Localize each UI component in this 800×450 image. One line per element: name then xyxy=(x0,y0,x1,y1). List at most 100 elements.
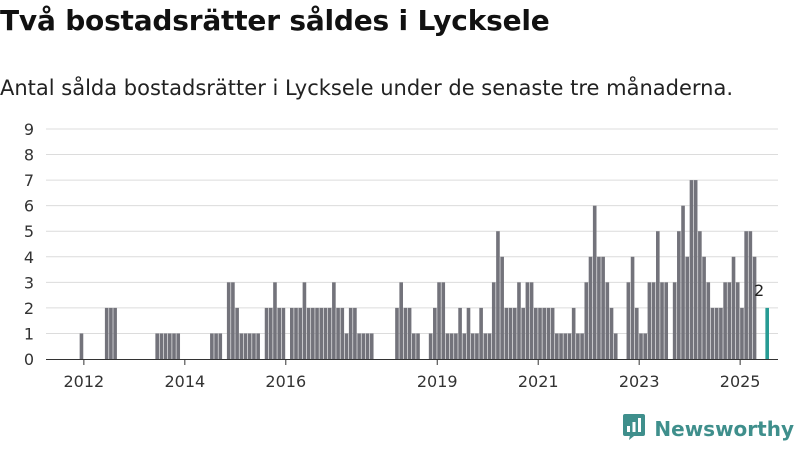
chart-subtitle: Antal sålda bostadsrätter i Lycksele und… xyxy=(0,76,733,100)
bar xyxy=(256,333,260,359)
y-tick-label: 4 xyxy=(24,248,34,267)
bar xyxy=(546,307,551,359)
bar xyxy=(264,307,269,359)
bar xyxy=(643,333,647,359)
bar xyxy=(571,307,576,359)
bar xyxy=(521,307,525,359)
bar xyxy=(550,307,555,359)
bar xyxy=(542,307,547,359)
bar xyxy=(592,205,597,359)
bar xyxy=(113,307,117,359)
bar xyxy=(268,307,273,359)
data-label: 2 xyxy=(754,281,764,300)
bar xyxy=(517,282,521,359)
bar xyxy=(369,333,374,359)
bar xyxy=(357,333,361,359)
bar xyxy=(681,205,685,359)
bar xyxy=(239,333,244,359)
bar xyxy=(226,282,231,359)
bar xyxy=(298,307,303,359)
bar xyxy=(685,256,690,359)
bar xyxy=(483,333,488,359)
bar xyxy=(104,307,109,359)
bar xyxy=(626,282,631,359)
bar xyxy=(365,333,370,359)
bar xyxy=(613,333,618,359)
bar xyxy=(748,231,753,359)
bar xyxy=(336,307,340,359)
y-tick-label: 0 xyxy=(24,350,34,369)
bar xyxy=(332,282,336,359)
gridlines xyxy=(46,128,778,334)
bar xyxy=(651,282,656,359)
bar xyxy=(399,282,403,359)
bar xyxy=(407,307,412,359)
bar xyxy=(327,307,332,359)
bar xyxy=(702,256,706,359)
bar xyxy=(315,307,319,359)
bar xyxy=(445,333,450,359)
bar xyxy=(302,282,307,359)
x-tick-label: 2012 xyxy=(64,372,105,391)
bar xyxy=(727,282,732,359)
bar xyxy=(512,307,517,359)
bar xyxy=(487,333,492,359)
bar xyxy=(159,333,164,359)
bar xyxy=(294,307,298,359)
x-tick-label: 2014 xyxy=(164,372,205,391)
bar xyxy=(449,333,454,359)
bar xyxy=(672,282,677,359)
bar xyxy=(281,307,286,359)
y-tick-label: 9 xyxy=(24,120,34,139)
bar xyxy=(290,307,294,359)
bar xyxy=(109,307,113,359)
bar xyxy=(529,282,534,359)
bar xyxy=(719,307,723,359)
bar xyxy=(214,333,218,359)
bar xyxy=(433,307,437,359)
axes: 0 1 2 3 4 5 6 7 8 9 2012 2014 2016 2019 2021 2023 2025 xyxy=(24,120,778,391)
bar xyxy=(235,307,239,359)
bar xyxy=(735,282,740,359)
bar xyxy=(163,333,168,359)
x-tick-label: 2021 xyxy=(518,372,559,391)
bar xyxy=(639,333,643,359)
bar xyxy=(344,333,349,359)
bar xyxy=(273,282,277,359)
bar xyxy=(218,333,223,359)
bar xyxy=(698,231,702,359)
bar xyxy=(252,333,256,359)
bar xyxy=(496,231,500,359)
bar xyxy=(466,307,471,359)
x-tick-label: 2025 xyxy=(720,372,761,391)
bar xyxy=(656,231,660,359)
bar xyxy=(664,282,669,359)
bar xyxy=(555,333,559,359)
bar xyxy=(563,333,568,359)
bar xyxy=(752,256,757,359)
y-tick-label: 1 xyxy=(24,324,34,343)
bar xyxy=(475,333,479,359)
bar xyxy=(693,180,698,359)
x-tick-label: 2019 xyxy=(417,372,458,391)
bar xyxy=(454,333,458,359)
bars xyxy=(79,180,769,359)
bar xyxy=(348,307,353,359)
bar xyxy=(538,307,542,359)
bar xyxy=(306,307,311,359)
bar xyxy=(470,333,475,359)
bar xyxy=(172,333,176,359)
bar xyxy=(584,282,589,359)
bar xyxy=(744,231,748,359)
bar xyxy=(576,333,580,359)
y-tick-label: 7 xyxy=(24,171,34,190)
bar xyxy=(601,256,605,359)
bar xyxy=(210,333,214,359)
chart-title: Två bostadsrätter såldes i Lycksele xyxy=(0,4,550,37)
bar xyxy=(243,333,248,359)
bar xyxy=(677,231,681,359)
x-tick-label: 2023 xyxy=(619,372,660,391)
bar xyxy=(731,256,736,359)
bar xyxy=(567,333,572,359)
bar xyxy=(395,307,399,359)
